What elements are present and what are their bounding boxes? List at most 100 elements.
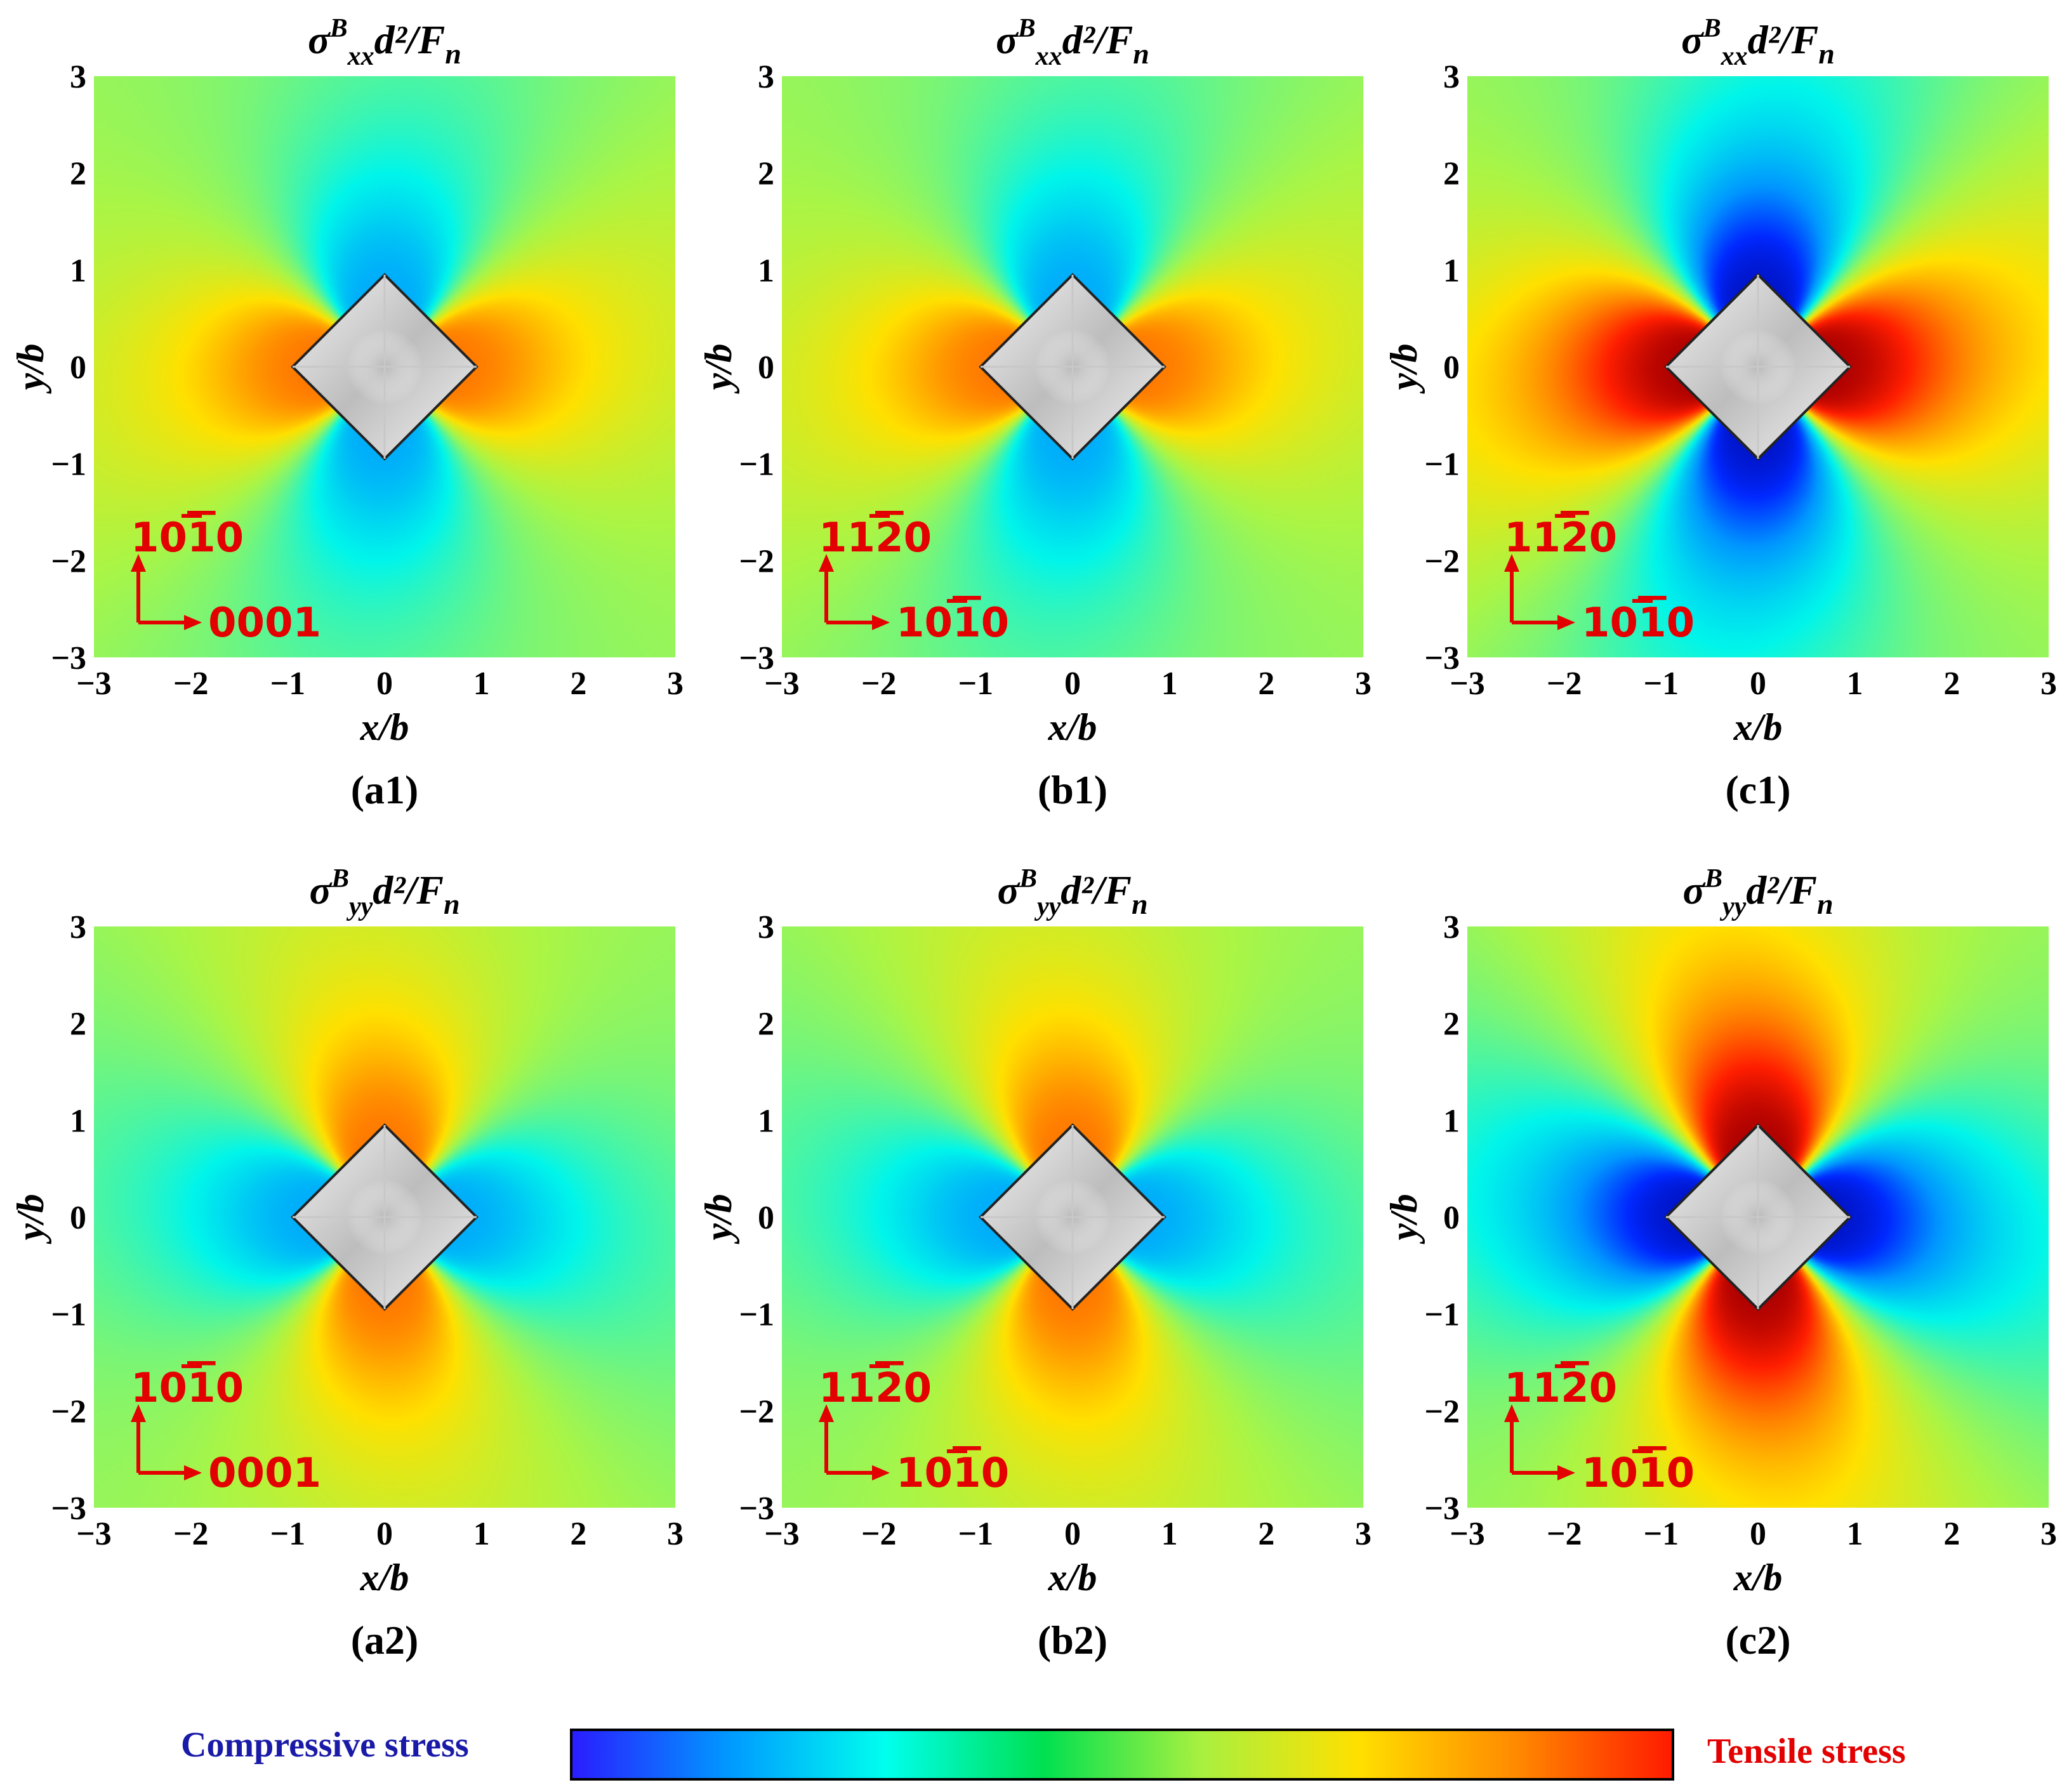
- x-tick-a1: −1: [270, 666, 306, 702]
- horizontal-direction-b1: 1010: [896, 600, 1009, 647]
- x-tick-c2: 0: [1750, 1516, 1766, 1552]
- y-tick-a2: −2: [51, 1393, 86, 1430]
- x-tick-b1: −1: [958, 666, 994, 702]
- y-tick-a1: 0: [70, 350, 86, 386]
- y-tick-a1: −1: [51, 447, 86, 483]
- y-tick-b2: −2: [739, 1393, 774, 1430]
- x-tick-c2: 1: [1847, 1516, 1863, 1552]
- y-tick-b2: 0: [758, 1200, 774, 1236]
- colorbar: Compressive stress Tensile stress: [181, 1725, 1906, 1781]
- x-tick-a1: −3: [76, 666, 112, 702]
- y-tick-c1: −2: [1424, 543, 1460, 579]
- panel-title-a2: σByyd²/Fn: [309, 864, 459, 921]
- y-tick-c2: 3: [1443, 909, 1460, 945]
- x-tick-b1: 1: [1161, 666, 1178, 702]
- vertical-direction-c2: 1120: [1504, 1365, 1617, 1412]
- y-tick-a2: 0: [70, 1200, 86, 1236]
- y-tick-c1: 0: [1443, 350, 1460, 386]
- x-tick-c1: 2: [1943, 666, 1960, 702]
- panel-b1: −3−3 −2 −2 −1 −1 0 0 1 1 2 2 3 3 x/b y/b σBxxd²/Fn (b1) 1…: [697, 14, 1371, 812]
- panel-caption-c2: (c2): [1725, 1617, 1790, 1663]
- y-tick-c2: 2: [1443, 1006, 1460, 1043]
- x-axis-label-c1: x/b: [1733, 706, 1783, 748]
- y-tick-b1: 3: [758, 59, 774, 95]
- x-tick-a2: −2: [173, 1516, 209, 1552]
- panel-a2: −3−3 −2 −2 −1 −1 0 0 1 1 2 2 3 3 x/b y/b σByyd²/Fn (a2) 1…: [10, 864, 684, 1663]
- x-tick-c1: −2: [1547, 666, 1582, 702]
- y-tick-c1: 3: [1443, 59, 1460, 95]
- x-tick-b2: −2: [861, 1516, 897, 1552]
- x-tick-c1: 1: [1847, 666, 1863, 702]
- y-axis-label-a2: y/b: [10, 1194, 51, 1244]
- horizontal-direction-a1: 0001: [208, 600, 321, 647]
- vertical-direction-b2: 1120: [819, 1365, 932, 1412]
- y-tick-b2: −1: [739, 1297, 774, 1333]
- y-tick-c2: −1: [1424, 1297, 1460, 1333]
- y-tick-b2: 1: [758, 1103, 774, 1139]
- x-tick-a2: −1: [270, 1516, 306, 1552]
- panel-caption-b1: (b1): [1038, 767, 1107, 812]
- y-tick-c1: −3: [1424, 640, 1460, 676]
- x-tick-a2: 3: [667, 1516, 684, 1552]
- colorbar-tensile-label: Tensile stress: [1707, 1732, 1906, 1771]
- x-tick-a2: 2: [570, 1516, 586, 1552]
- vertical-direction-b1: 1120: [819, 515, 932, 562]
- panel-title-c1: σBxxd²/Fn: [1681, 14, 1835, 71]
- y-axis-label-c1: y/b: [1383, 343, 1425, 393]
- x-tick-c2: −1: [1644, 1516, 1679, 1552]
- x-tick-a1: 3: [667, 666, 684, 702]
- panel-b2: −3−3 −2 −2 −1 −1 0 0 1 1 2 2 3 3 x/b y/b σByyd²/Fn (b2) 1…: [697, 864, 1371, 1663]
- x-tick-c1: 3: [2040, 666, 2057, 702]
- panel-title-a1: σBxxd²/Fn: [308, 14, 461, 71]
- x-tick-c2: −3: [1450, 1516, 1485, 1552]
- orientation-a2: 1010 0001: [131, 1364, 321, 1497]
- horizontal-direction-c1: 1010: [1582, 600, 1695, 647]
- x-tick-b1: 0: [1064, 666, 1081, 702]
- y-tick-a2: −1: [51, 1297, 86, 1333]
- y-tick-b2: 3: [758, 909, 774, 945]
- y-tick-b1: 1: [758, 253, 774, 289]
- x-tick-a2: 0: [376, 1516, 393, 1552]
- panel-c1: −3−3 −2 −2 −1 −1 0 0 1 1 2 2 3 3 x/b y/b σBxxd²/Fn (c1) 1…: [1383, 14, 2057, 812]
- x-tick-a1: 1: [473, 666, 490, 702]
- x-tick-b1: 2: [1258, 666, 1274, 702]
- y-tick-b2: −3: [739, 1491, 774, 1527]
- y-tick-b1: −2: [739, 543, 774, 579]
- panel-title-c2: σByyd²/Fn: [1682, 864, 1833, 921]
- y-axis-label-b2: y/b: [697, 1194, 739, 1244]
- x-tick-c2: 3: [2040, 1516, 2057, 1552]
- y-tick-c1: 1: [1443, 253, 1460, 289]
- y-tick-b2: 2: [758, 1006, 774, 1043]
- panel-title-b1: σBxxd²/Fn: [996, 14, 1149, 71]
- x-tick-c2: 2: [1943, 1516, 1960, 1552]
- panel-caption-a1: (a1): [351, 767, 419, 812]
- panel-caption-a2: (a2): [351, 1617, 419, 1663]
- y-tick-c2: −3: [1424, 1491, 1460, 1527]
- y-tick-a1: 2: [70, 156, 86, 192]
- x-tick-a2: −3: [76, 1516, 112, 1552]
- panel-caption-b2: (b2): [1038, 1617, 1107, 1663]
- vertical-direction-a1: 1010: [131, 515, 244, 562]
- y-tick-a1: 1: [70, 253, 86, 289]
- x-tick-b2: 2: [1258, 1516, 1274, 1552]
- panel-a1: −3−3 −2 −2 −1 −1 0 0 1 1 2 2 3 3 x/b y/b σBxxd²/Fn (a1) 1…: [10, 14, 684, 812]
- x-tick-b2: 0: [1064, 1516, 1081, 1552]
- y-tick-c1: 2: [1443, 156, 1460, 192]
- orientation-c1: 1120 1010: [1504, 514, 1695, 647]
- y-tick-a1: 3: [70, 59, 86, 95]
- y-tick-a2: 1: [70, 1103, 86, 1139]
- y-tick-c1: −1: [1424, 447, 1460, 483]
- x-tick-b1: −2: [861, 666, 897, 702]
- x-axis-label-a1: x/b: [360, 706, 409, 748]
- colorbar-gradient: [570, 1729, 1674, 1781]
- y-tick-a2: 2: [70, 1006, 86, 1043]
- y-tick-b1: 0: [758, 350, 774, 386]
- y-tick-a2: 3: [70, 909, 86, 945]
- y-tick-a1: −2: [51, 543, 86, 579]
- panel-title-b2: σByyd²/Fn: [997, 864, 1147, 921]
- y-axis-label-c2: y/b: [1383, 1194, 1425, 1244]
- y-tick-c2: 1: [1443, 1103, 1460, 1139]
- y-tick-b1: −1: [739, 447, 774, 483]
- x-tick-b1: −3: [764, 666, 800, 702]
